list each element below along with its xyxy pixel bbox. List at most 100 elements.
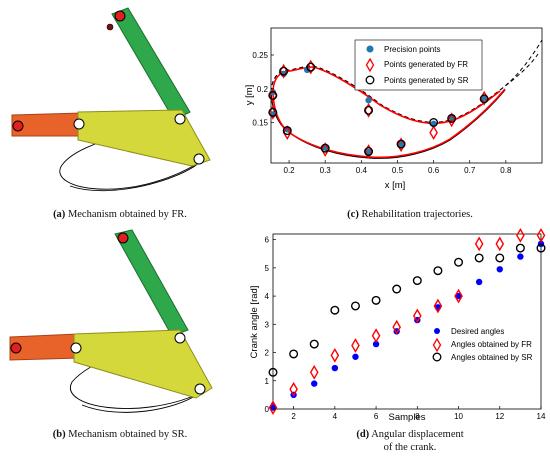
chart-c-point-s2-6 <box>320 143 330 153</box>
chart-d-point-s2-12 <box>515 243 525 253</box>
chart-c-point-s1-5 <box>282 125 292 141</box>
chart-d-point-s1-10 <box>474 236 484 252</box>
mechanism-fr <box>11 7 211 192</box>
chart-c-xtick-4: 0.6 <box>428 166 440 175</box>
chart-d-point-s1-6 <box>392 319 402 335</box>
chart-c-point-s1-0 <box>268 88 278 103</box>
chart-c-point-s1-7 <box>364 144 373 159</box>
chart-c-xtick-0: 0.2 <box>284 166 296 175</box>
chart-d-ytick-3: 3 <box>265 320 270 329</box>
caption-a: (a) Mechanism obtained by FR. <box>20 208 220 221</box>
chart-d-xtick-1: 4 <box>333 412 338 421</box>
chart-d-point-s2-4 <box>350 301 360 311</box>
chart-d-point-s2-11 <box>495 253 505 263</box>
chart-d-point-s1-1 <box>289 381 298 397</box>
caption-d-text-1: Angular displacement <box>371 429 464 440</box>
chart-d-point-s1-9 <box>454 288 463 304</box>
caption-d-text-2: of the crank. <box>383 442 437 453</box>
chart-d-point-s2-0 <box>268 367 278 377</box>
caption-a-tag: (a) <box>53 209 66 220</box>
chart-c-point-s1-6 <box>320 142 330 157</box>
chart-d-point-s1-8 <box>433 298 443 314</box>
chart-d-point-s0-9 <box>455 292 462 300</box>
chart-d-ytick-4: 4 <box>265 292 270 301</box>
chart-c-xtick-5: 0.7 <box>464 166 476 175</box>
chart-d-point-s0-2 <box>311 380 318 387</box>
chart-c-point-s1-3 <box>364 102 373 118</box>
chart-d-ytick-1: 1 <box>265 377 270 386</box>
chart-d-ytick-5: 5 <box>265 264 270 273</box>
chart-c-point-s1-4 <box>268 104 278 120</box>
legend-d-entry-1: Angles obtained by FR <box>451 340 532 349</box>
chart-c-point-s2-4 <box>268 107 278 117</box>
chart-c-xtick-6: 0.8 <box>500 166 512 175</box>
chart-c-curves <box>270 39 543 159</box>
chart-c-point-s2-7 <box>364 147 374 157</box>
chart-d-point-s1-4 <box>351 338 360 353</box>
chart-d-point-s0-3 <box>331 364 339 372</box>
legend-c-entry-2: Points generated by SR <box>384 76 469 85</box>
caption-a-text: Mechanism obtained by FR. <box>67 209 187 220</box>
chart-c-point-s2-8 <box>396 139 406 149</box>
chart-c-point-s0-2 <box>303 66 311 74</box>
chart-d-point-s2-9 <box>454 257 464 267</box>
chart-c-legend: Precision points Points generated by FR … <box>354 39 483 91</box>
chart-c-point-s2-3 <box>364 105 374 115</box>
legend-d-entry-2: Angles obtained by SR <box>451 353 533 362</box>
chart-d-ytick-2: 2 <box>265 349 270 358</box>
chart-d-point-s2-13 <box>536 243 546 253</box>
chart-c-point-s2-11 <box>479 94 489 104</box>
chart-d-xtick-2: 6 <box>374 412 379 421</box>
chart-c-point-s1-1 <box>279 63 288 79</box>
legend-marker-desired <box>434 328 440 334</box>
legend-marker-sr-d <box>432 352 442 362</box>
chart-d-point-s0-11 <box>496 266 503 273</box>
chart-c-point-s1-9 <box>429 125 438 141</box>
chart-d-point-s2-1 <box>289 349 299 359</box>
legend-marker-precision <box>366 45 374 53</box>
caption-d: (d) Angular displacement of the crank. <box>300 428 520 454</box>
legend-marker-sr <box>365 75 375 85</box>
chart-d-legend: Desired angles Angles obtained by FR Ang… <box>432 327 533 362</box>
chart-d-frame <box>272 233 542 410</box>
chart-d-point-s0-12 <box>517 253 524 260</box>
legend-d-entry-0: Desired angles <box>451 327 504 336</box>
caption-b: (b) Mechanism obtained by SR. <box>20 428 220 441</box>
chart-d-point-s1-12 <box>516 228 525 243</box>
chart-d-xtick-5: 12 <box>495 412 504 421</box>
chart-d-point-s1-2 <box>309 364 319 380</box>
chart-d-point-s1-3 <box>330 347 340 363</box>
chart-c-point-s1-10 <box>447 112 456 128</box>
chart-d-point-s0-4 <box>352 353 359 360</box>
chart-c-xlabel: x [m] <box>385 180 406 191</box>
caption-b-tag: (b) <box>52 429 66 440</box>
chart-c-point-s2-0 <box>268 90 278 100</box>
chart-d-point-s1-11 <box>495 236 505 252</box>
chart-d-xtick-6: 14 <box>537 412 546 421</box>
chart-d-point-s2-8 <box>433 266 443 276</box>
chart-d-point-s2-5 <box>371 295 381 305</box>
chart-c-point-s1-2 <box>306 59 316 75</box>
chart-d-xtick-0: 2 <box>291 412 296 421</box>
chart-c-point-s2-5 <box>282 126 292 136</box>
chart-c-xtick-1: 0.3 <box>320 166 332 175</box>
chart-d-xtick-3: 8 <box>415 412 420 421</box>
caption-c: (c) Rehabilitation trajectories. <box>300 208 520 221</box>
chart-d-point-s1-5 <box>371 328 381 344</box>
chart-d-point-s2-7 <box>412 276 422 286</box>
chart-d-point-s2-3 <box>330 305 340 315</box>
mechanism-sr <box>9 229 213 413</box>
chart-d-point-s2-6 <box>392 284 402 294</box>
chart-d-xtick-4: 10 <box>454 412 463 421</box>
chart-c-ytick-2: 0.25 <box>252 51 268 60</box>
caption-d-tag: (d) <box>356 429 370 440</box>
caption-c-text: Rehabilitation trajectories. <box>361 209 473 220</box>
caption-c-tag: (c) <box>347 209 359 220</box>
chart-c-xtick-3: 0.5 <box>392 166 404 175</box>
chart-c-point-s2-2 <box>306 62 316 72</box>
chart-d-point-s2-2 <box>309 339 319 349</box>
legend-marker-fr <box>365 57 375 73</box>
